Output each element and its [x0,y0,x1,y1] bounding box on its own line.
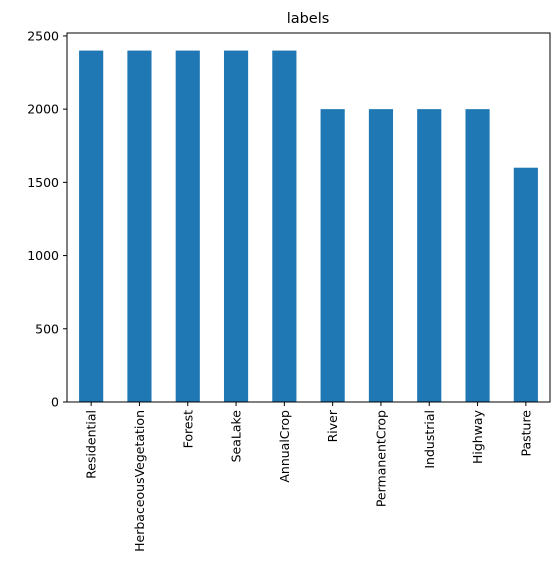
x-tick-label: Highway [470,409,485,464]
x-tick-label: SeaLake [229,410,244,463]
bar [368,109,394,403]
bar [513,167,538,402]
y-tick-label: 1500 [27,175,59,190]
y-tick-label: 2000 [27,102,59,117]
bar [417,109,442,403]
bar [79,50,104,402]
x-tick-label: River [325,409,340,442]
plot-frame [66,32,551,403]
y-tick-label: 500 [35,321,59,336]
y-tick-label: 1000 [27,248,59,263]
x-tick-label: Residential [84,410,99,479]
bar [272,50,297,402]
x-tick-label: HerbaceousVegetation [132,410,147,552]
x-tick-label: Pasture [518,410,533,457]
x-tick-label: AnnualCrop [277,410,292,483]
bar [175,50,200,402]
x-tick-label: Industrial [422,410,437,469]
y-tick-label: 0 [51,395,59,410]
x-tick-label: Forest [180,410,195,448]
bar [223,50,249,402]
chart-title: labels [287,11,330,27]
bar [127,50,152,402]
x-tick-label: PermanentCrop [373,410,388,507]
bar [465,109,490,403]
bar [320,109,345,403]
y-tick-label: 2500 [27,28,59,43]
